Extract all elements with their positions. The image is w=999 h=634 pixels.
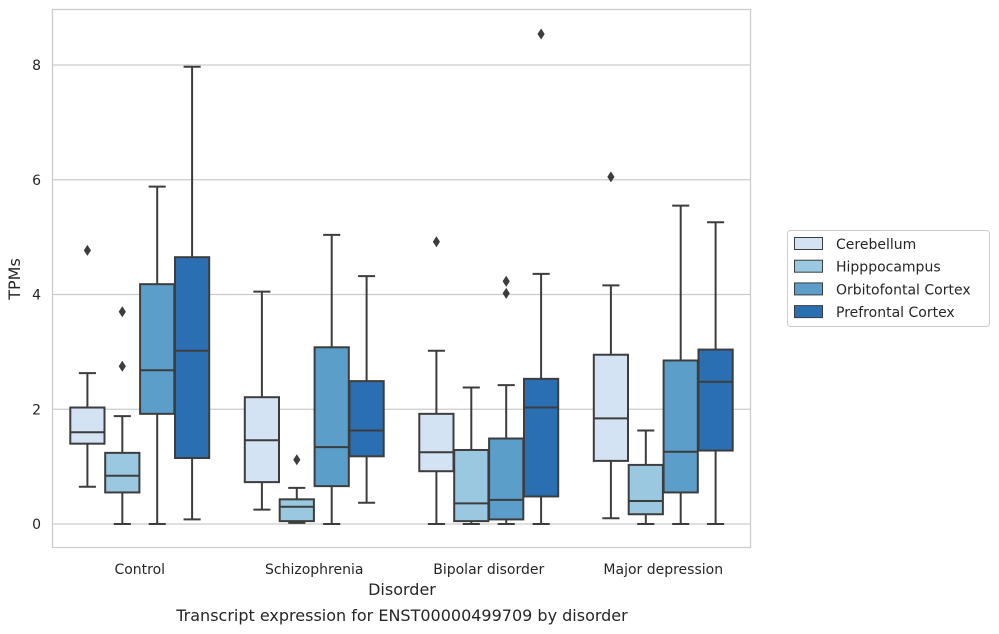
- outlier-point: [83, 244, 91, 256]
- box-3-2: [522, 28, 560, 525]
- box-3-3: [697, 221, 734, 525]
- x-tick-label: Major depression: [603, 562, 723, 578]
- box-2-0: [139, 185, 176, 525]
- box-0-1: [243, 290, 281, 511]
- box-0-3: [592, 171, 630, 520]
- x-axis-ticks: Control Schizophrenia Bipolar disorder Majo…: [114, 562, 723, 578]
- outlier-point: [432, 236, 440, 248]
- iqr-box: [522, 377, 560, 498]
- y-axis-label: TPMs: [5, 258, 24, 301]
- box-0-0: [69, 244, 106, 488]
- y-tick-label: 6: [32, 173, 41, 189]
- outlier-point: [607, 171, 615, 183]
- box-3-1: [348, 275, 385, 504]
- y-tick-label: 2: [32, 402, 41, 418]
- box-1-2: [453, 386, 490, 525]
- iqr-box: [313, 346, 350, 488]
- y-tick-label: 0: [32, 517, 41, 533]
- x-axis-label: Disorder: [368, 580, 436, 599]
- box-1-3: [627, 429, 664, 525]
- y-tick-label: 4: [32, 288, 41, 304]
- legend-swatch: [794, 282, 823, 296]
- iqr-box: [592, 353, 630, 462]
- box-2-1: [313, 233, 350, 525]
- box-0-2: [418, 236, 455, 525]
- outlier-point: [502, 287, 510, 299]
- legend-swatch: [794, 305, 823, 319]
- box-2-2: [488, 275, 525, 525]
- iqr-box: [697, 348, 734, 452]
- legend-label: Hipppocampus: [836, 260, 941, 276]
- legend-swatch: [794, 259, 823, 273]
- iqr-box: [69, 406, 106, 445]
- boxes: [69, 28, 734, 525]
- iqr-box: [453, 448, 490, 523]
- x-tick-label: Control: [114, 562, 165, 578]
- outlier-point: [502, 275, 510, 287]
- box-3-0: [173, 65, 211, 521]
- legend-label: Prefrontal Cortex: [836, 305, 955, 321]
- y-tick-label: 8: [32, 58, 41, 74]
- iqr-box: [662, 359, 699, 494]
- iqr-box: [139, 283, 176, 415]
- legend-frame: [787, 230, 990, 327]
- outlier-point: [118, 360, 126, 372]
- iqr-box: [278, 498, 315, 523]
- iqr-box: [173, 256, 211, 460]
- box-1-1: [278, 454, 315, 524]
- outlier-point: [118, 306, 126, 318]
- y-axis-ticks: 0 2 4 6 8: [32, 58, 41, 533]
- iqr-box: [348, 380, 385, 458]
- legend: Cerebellum Hipppocampus Orbitofontal Corte…: [787, 230, 990, 327]
- box-2-3: [662, 204, 699, 525]
- box-1-0: [104, 306, 141, 525]
- legend-label: Orbitofontal Cortex: [836, 282, 971, 298]
- outlier-point: [537, 28, 545, 40]
- plot-area-frame: [51, 8, 752, 549]
- iqr-box: [488, 437, 525, 521]
- x-tick-label: Bipolar disorder: [433, 562, 544, 578]
- outlier-point: [293, 454, 301, 466]
- iqr-box: [418, 412, 455, 473]
- iqr-box: [627, 463, 664, 516]
- legend-swatch: [794, 237, 823, 250]
- iqr-box: [104, 451, 141, 494]
- figure-caption: Transcript expression for ENST0000049970…: [176, 606, 628, 625]
- legend-label: Cerebellum: [836, 237, 916, 253]
- x-tick-label: Schizophrenia: [265, 562, 363, 578]
